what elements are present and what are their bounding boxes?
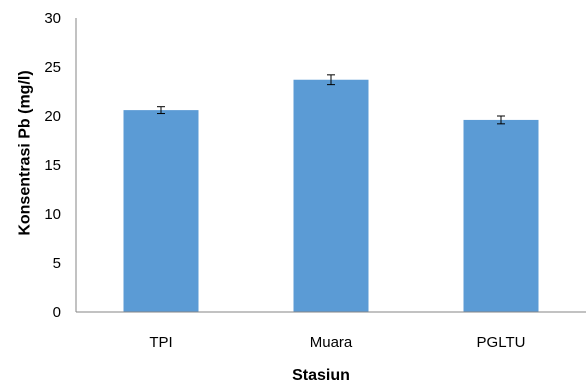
y-tick-label: 25	[44, 59, 61, 76]
y-tick-label: 10	[44, 206, 61, 223]
x-tick-label-pgltu: PGLTU	[477, 334, 526, 351]
y-tick-label: 15	[44, 157, 61, 174]
bar-pgltu	[463, 119, 539, 312]
x-axis-title: Stasiun	[292, 367, 350, 384]
bar-tpi	[123, 110, 199, 313]
y-tick-label: 5	[53, 255, 61, 272]
y-tick-label: 0	[53, 304, 61, 321]
x-tick-label-tpi: TPI	[149, 334, 172, 351]
error-bar-muara	[327, 74, 335, 86]
y-axis-title: Konsentrasi Pb (mg/l)	[17, 70, 34, 235]
y-tick-label: 20	[44, 108, 61, 125]
error-bar-tpi	[157, 106, 165, 115]
error-bars	[157, 74, 505, 125]
y-tick-label: 30	[44, 10, 61, 27]
x-tick-label-muara: Muara	[310, 334, 353, 351]
bars	[123, 79, 539, 313]
bar-muara	[293, 79, 369, 313]
x-axis-tick-labels: TPI Muara PGLTU	[149, 334, 525, 351]
y-axis-tick-labels: 0 5 10 15 20 25 30	[44, 10, 61, 321]
error-bar-pgltu	[497, 115, 505, 125]
